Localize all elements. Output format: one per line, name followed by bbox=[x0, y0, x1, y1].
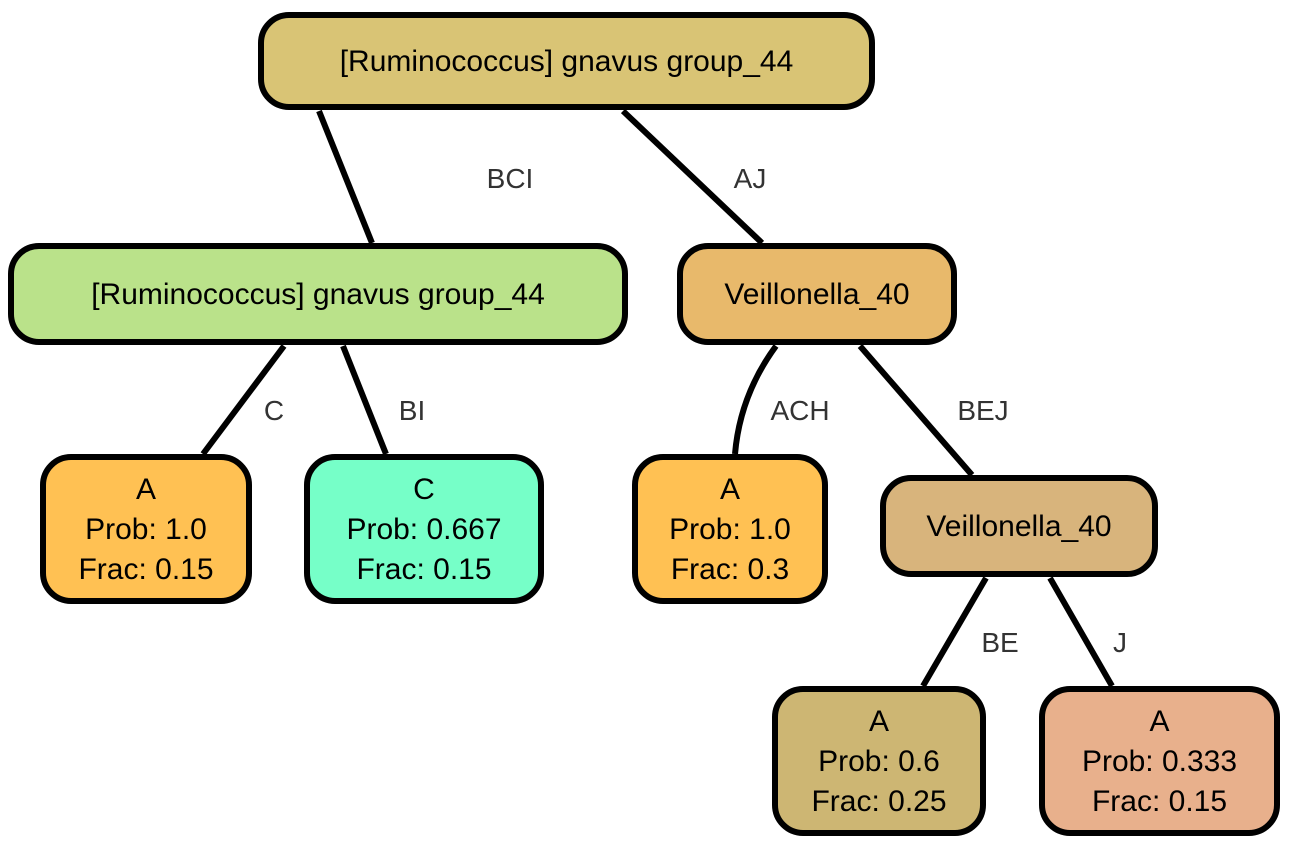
tree-node-root: [Ruminococcus] gnavus group_44 bbox=[258, 12, 875, 110]
tree-node-leaf-rrl: A Prob: 0.6 Frac: 0.25 bbox=[772, 686, 986, 836]
node-text-line: Prob: 0.667 bbox=[346, 513, 501, 546]
node-box bbox=[1039, 686, 1280, 836]
tree-node-right: Veillonella_40 bbox=[677, 243, 957, 345]
edge-label: C bbox=[264, 395, 284, 426]
edge-rr-to-leaf-rrl bbox=[920, 576, 989, 688]
node-text-line: Prob: 0.333 bbox=[1082, 745, 1237, 778]
node-text-line: Veillonella_40 bbox=[724, 278, 909, 311]
node-box bbox=[677, 243, 957, 345]
edge-root-to-left bbox=[316, 109, 375, 245]
edge-left-to-leaf-ll bbox=[200, 344, 287, 456]
node-box bbox=[40, 454, 252, 604]
node-text-line: Frac: 0.25 bbox=[811, 785, 946, 818]
edge-label: J bbox=[1113, 627, 1127, 658]
node-text-line: A bbox=[720, 473, 740, 506]
tree-node-left: [Ruminococcus] gnavus group_44 bbox=[8, 243, 628, 345]
node-text-line: Frac: 0.3 bbox=[671, 553, 789, 586]
edge-right-to-rr bbox=[857, 344, 975, 477]
node-text-line: Frac: 0.15 bbox=[356, 553, 491, 586]
node-text-line: A bbox=[869, 705, 889, 738]
tree-node-leaf-rrr: A Prob: 0.333 Frac: 0.15 bbox=[1039, 686, 1280, 836]
node-text-line: A bbox=[1149, 705, 1169, 738]
tree-node-leaf-rl: A Prob: 1.0 Frac: 0.3 bbox=[632, 454, 828, 604]
tree-node-rr: Veillonella_40 bbox=[880, 475, 1158, 577]
edge-rr-to-leaf-rrr bbox=[1047, 576, 1115, 688]
node-box bbox=[258, 12, 875, 110]
edge-label: AJ bbox=[734, 163, 767, 194]
node-text-line: Prob: 1.0 bbox=[85, 513, 207, 546]
edge-label: BCI bbox=[487, 163, 534, 194]
node-text-line: Prob: 0.6 bbox=[818, 745, 940, 778]
tree-node-leaf-ll: A Prob: 1.0 Frac: 0.15 bbox=[40, 454, 252, 604]
edge-right-to-leaf-rl bbox=[732, 344, 779, 455]
node-box bbox=[632, 454, 828, 604]
edge-left-to-leaf-lr bbox=[340, 344, 389, 456]
node-text-line: Frac: 0.15 bbox=[1092, 785, 1227, 818]
node-text-line: Veillonella_40 bbox=[926, 510, 1111, 543]
node-text-line: C bbox=[413, 473, 435, 506]
node-text-line: [Ruminococcus] gnavus group_44 bbox=[340, 45, 794, 78]
node-box bbox=[8, 243, 628, 345]
edge-label: BEJ bbox=[957, 395, 1008, 426]
node-text-line: Prob: 1.0 bbox=[669, 513, 791, 546]
nodes-layer: [Ruminococcus] gnavus group_44 [Ruminococ… bbox=[8, 12, 1280, 836]
node-text-line: Frac: 0.15 bbox=[78, 553, 213, 586]
edge-root-to-right bbox=[620, 108, 765, 246]
node-text-line: A bbox=[136, 473, 156, 506]
edge-label: ACH bbox=[770, 395, 829, 426]
edge-label: BI bbox=[399, 395, 425, 426]
node-text-line: [Ruminococcus] gnavus group_44 bbox=[91, 278, 545, 311]
edges-layer bbox=[200, 108, 1115, 688]
node-box bbox=[304, 454, 544, 604]
node-box bbox=[772, 686, 986, 836]
edge-label: BE bbox=[981, 627, 1018, 658]
node-box bbox=[880, 475, 1158, 577]
tree-node-leaf-lr: C Prob: 0.667 Frac: 0.15 bbox=[304, 454, 544, 604]
